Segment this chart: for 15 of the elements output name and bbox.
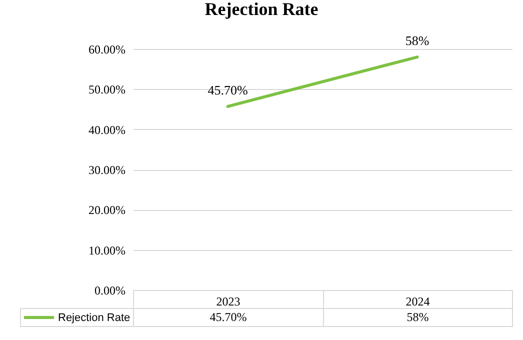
legend-label: Rejection Rate [58,312,130,324]
chart-title: Rejection Rate [204,0,318,20]
y-tick-label: 50.00% [88,82,126,97]
table-cell: 58% [322,308,513,327]
x-tick-label: 2024 [406,294,430,308]
y-tick-label: 10.00% [88,243,126,258]
y-tick-label: 20.00% [88,203,126,218]
y-tick-label: 0.00% [94,284,126,298]
y-tick-label: 30.00% [88,163,126,177]
x-tick-label: 2023 [216,294,240,308]
y-tick-label: 60.00% [88,42,126,56]
table-cell: Rejection Rate [20,308,134,327]
text: 45.70% [208,82,248,98]
text: 58% [405,33,430,48]
y-tick-label: 40.00% [88,122,126,137]
